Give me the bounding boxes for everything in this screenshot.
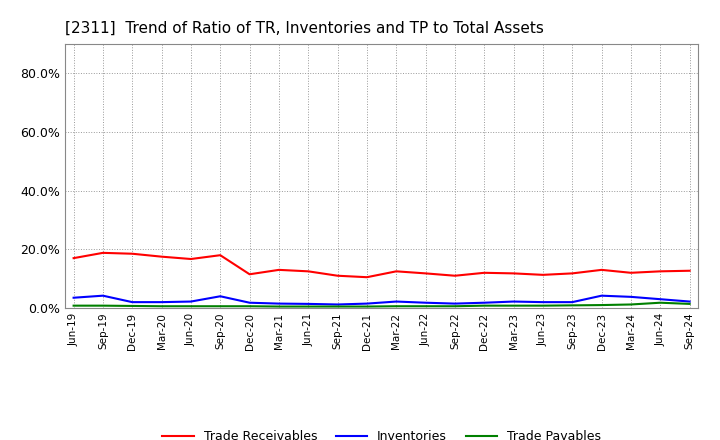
Trade Payables xyxy=(157,304,166,309)
Inventories xyxy=(363,301,372,306)
Trade Payables xyxy=(392,304,400,309)
Trade Receivables xyxy=(509,271,518,276)
Trade Receivables xyxy=(656,269,665,274)
Trade Receivables xyxy=(451,273,459,279)
Trade Payables xyxy=(216,304,225,309)
Line: Inventories: Inventories xyxy=(73,296,690,304)
Inventories xyxy=(69,295,78,301)
Trade Payables xyxy=(421,304,430,309)
Inventories xyxy=(568,300,577,305)
Trade Receivables xyxy=(128,251,137,257)
Trade Receivables xyxy=(392,269,400,274)
Inventories xyxy=(626,294,635,300)
Trade Payables xyxy=(539,303,547,308)
Trade Payables xyxy=(99,303,107,308)
Inventories xyxy=(598,293,606,298)
Inventories xyxy=(509,299,518,304)
Trade Payables xyxy=(128,303,137,308)
Trade Payables xyxy=(626,302,635,307)
Trade Payables xyxy=(274,304,283,309)
Inventories xyxy=(186,299,195,304)
Inventories xyxy=(539,300,547,305)
Trade Payables xyxy=(333,304,342,309)
Inventories xyxy=(274,301,283,306)
Trade Receivables xyxy=(568,271,577,276)
Inventories xyxy=(392,299,400,304)
Trade Payables xyxy=(568,303,577,308)
Inventories xyxy=(451,301,459,306)
Trade Receivables xyxy=(598,267,606,272)
Trade Receivables xyxy=(685,268,694,273)
Trade Payables xyxy=(509,303,518,308)
Trade Receivables xyxy=(157,254,166,259)
Inventories xyxy=(216,293,225,299)
Trade Receivables xyxy=(216,253,225,258)
Trade Receivables xyxy=(363,275,372,280)
Trade Receivables xyxy=(186,257,195,262)
Trade Receivables xyxy=(333,273,342,279)
Trade Payables xyxy=(685,301,694,307)
Inventories xyxy=(246,300,254,305)
Trade Payables xyxy=(246,304,254,309)
Line: Trade Receivables: Trade Receivables xyxy=(73,253,690,277)
Trade Payables xyxy=(480,303,489,308)
Trade Payables xyxy=(451,304,459,309)
Inventories xyxy=(421,300,430,305)
Trade Payables xyxy=(186,304,195,309)
Trade Receivables xyxy=(304,269,312,274)
Trade Receivables xyxy=(539,272,547,278)
Trade Receivables xyxy=(421,271,430,276)
Trade Receivables xyxy=(246,271,254,277)
Inventories xyxy=(304,301,312,307)
Trade Payables xyxy=(69,303,78,308)
Trade Receivables xyxy=(480,270,489,275)
Inventories xyxy=(656,297,665,302)
Inventories xyxy=(480,300,489,305)
Legend: Trade Receivables, Inventories, Trade Payables: Trade Receivables, Inventories, Trade Pa… xyxy=(157,425,606,440)
Trade Payables xyxy=(598,302,606,308)
Inventories xyxy=(157,300,166,305)
Trade Payables xyxy=(363,304,372,309)
Trade Receivables xyxy=(99,250,107,256)
Text: [2311]  Trend of Ratio of TR, Inventories and TP to Total Assets: [2311] Trend of Ratio of TR, Inventories… xyxy=(65,21,544,36)
Trade Receivables xyxy=(69,256,78,261)
Line: Trade Payables: Trade Payables xyxy=(73,303,690,307)
Inventories xyxy=(333,302,342,307)
Inventories xyxy=(685,299,694,304)
Inventories xyxy=(128,300,137,305)
Trade Payables xyxy=(304,304,312,309)
Trade Payables xyxy=(656,300,665,305)
Inventories xyxy=(99,293,107,298)
Trade Receivables xyxy=(626,270,635,275)
Trade Receivables xyxy=(274,267,283,272)
